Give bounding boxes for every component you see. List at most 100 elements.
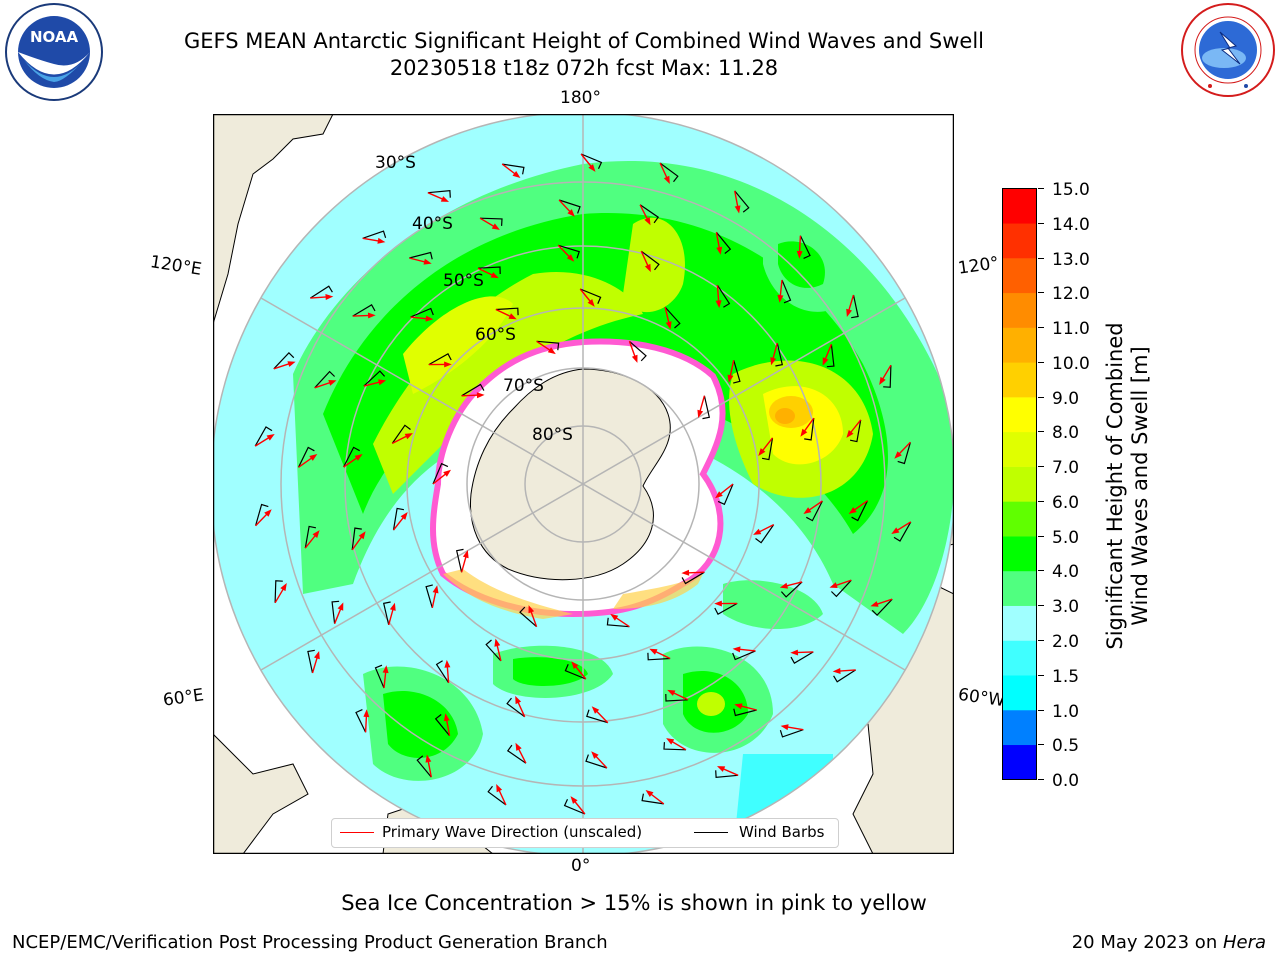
wave-arrow-head bbox=[389, 602, 396, 611]
colorbar-tick-mark bbox=[1038, 639, 1044, 641]
wave-arrow-shaft bbox=[311, 655, 319, 674]
colorbar-tick-label: 1.5 bbox=[1052, 666, 1080, 687]
wave-arrow-shaft bbox=[392, 515, 406, 531]
colorbar-segment bbox=[1002, 362, 1037, 398]
wave-arrow-shaft bbox=[536, 340, 552, 352]
wind-barb bbox=[307, 649, 315, 674]
colorbar-segment bbox=[1002, 292, 1037, 328]
wave-arrow-shaft bbox=[614, 616, 630, 628]
colorbar-label: Significant Height of Combined Wind Wave… bbox=[1103, 286, 1153, 686]
wind-barb bbox=[410, 307, 434, 318]
wind-barb bbox=[849, 419, 862, 443]
vector-layer bbox=[254, 153, 912, 815]
wave-arrow-shaft bbox=[427, 192, 445, 201]
map-legend: Primary Wave Direction (unscaled) Wind B… bbox=[331, 818, 839, 848]
wind-barb bbox=[254, 426, 273, 447]
wind-barb bbox=[506, 744, 527, 764]
wind-barb bbox=[790, 651, 814, 665]
wind-barb bbox=[761, 437, 774, 461]
wave-arrow-shaft bbox=[479, 217, 496, 229]
colorbar-segment bbox=[1002, 501, 1037, 537]
colorbar-tick-mark bbox=[1038, 709, 1044, 711]
noaa-text: NOAA bbox=[30, 28, 79, 46]
wave-arrow-shaft bbox=[594, 709, 609, 724]
wave-arrow-head bbox=[432, 585, 439, 594]
wave-arrow-shaft bbox=[686, 571, 705, 574]
wind-barb bbox=[833, 669, 857, 683]
wave-arrow-head bbox=[440, 196, 449, 202]
wave-arrow-shaft bbox=[715, 232, 721, 251]
colorbar-tick-label: 0.5 bbox=[1052, 736, 1080, 757]
colorbar bbox=[1002, 188, 1038, 780]
wind-barb bbox=[495, 307, 519, 316]
wave-arrow-shaft bbox=[310, 296, 329, 299]
wave-arrow-shaft bbox=[255, 512, 269, 527]
wind-barb bbox=[558, 199, 581, 214]
wind-barb bbox=[362, 230, 387, 239]
wave-arrow-shaft bbox=[659, 162, 669, 180]
wave-arrow-head bbox=[377, 237, 386, 244]
wind-barb bbox=[897, 442, 911, 465]
wave-arrow-shaft bbox=[779, 279, 783, 298]
wave-arrow-head bbox=[328, 380, 337, 386]
wind-barb bbox=[681, 571, 705, 585]
lat-label-70s: 70°S bbox=[503, 376, 544, 396]
footer-right: 20 May 2023 on Hera bbox=[1072, 932, 1266, 953]
lat-label-50s: 50°S bbox=[443, 271, 484, 291]
wave-arrow-head bbox=[423, 258, 432, 265]
wave-arrow-head bbox=[400, 512, 408, 520]
wave-arrow-head bbox=[829, 582, 838, 588]
wave-arrow-head bbox=[462, 550, 469, 559]
colorbar-segment bbox=[1002, 466, 1037, 502]
colorbar-segment bbox=[1002, 327, 1037, 363]
wave-arrow-shaft bbox=[881, 364, 892, 382]
wave-arrow-head bbox=[758, 448, 766, 456]
colorbar-tick-mark bbox=[1038, 500, 1044, 502]
wave-arrow-shaft bbox=[734, 190, 739, 209]
wave-arrow-shaft bbox=[427, 759, 432, 778]
noaa-logo: NOAA bbox=[4, 2, 104, 102]
wave-arrow-head bbox=[649, 648, 658, 655]
wave-arrow-shaft bbox=[391, 434, 409, 445]
wave-arrow-head bbox=[404, 433, 413, 440]
wind-barb bbox=[579, 288, 602, 304]
wave-arrow-shaft bbox=[628, 341, 637, 359]
wave-arrow-head bbox=[587, 299, 595, 307]
wind-barb bbox=[255, 503, 269, 526]
wave-arrow-head bbox=[681, 569, 690, 576]
wave-arrow-head bbox=[631, 354, 638, 363]
wave-arrow-shaft bbox=[495, 308, 513, 318]
antarctica bbox=[430, 338, 726, 619]
wave-arrow-head bbox=[382, 665, 389, 674]
colorbar-segment bbox=[1002, 258, 1037, 294]
colorbar-tick-mark bbox=[1038, 257, 1044, 259]
wind-barb bbox=[392, 507, 405, 531]
wind-barb bbox=[586, 709, 608, 724]
wave-arrow-shaft bbox=[649, 792, 665, 805]
wind-barb bbox=[409, 251, 433, 260]
colorbar-tick-mark bbox=[1038, 674, 1044, 676]
wind-barb bbox=[851, 294, 859, 319]
wave-arrow-shaft bbox=[798, 235, 802, 254]
wave-arrow-shaft bbox=[496, 643, 502, 662]
wave-arrow-shaft bbox=[760, 437, 774, 453]
wave-arrow-head bbox=[727, 374, 734, 383]
wave-arrow-shaft bbox=[460, 554, 468, 573]
wind-barb bbox=[606, 617, 630, 628]
colorbar-tick-label: 13.0 bbox=[1052, 249, 1090, 270]
wave-arrow-head bbox=[891, 527, 900, 534]
lat-label-60s: 60°S bbox=[475, 325, 516, 345]
wave-arrow-head bbox=[528, 605, 535, 614]
wave-arrow-head bbox=[570, 796, 578, 804]
graticule bbox=[213, 114, 954, 854]
wave-arrow-shaft bbox=[664, 306, 670, 325]
wave-arrow-head bbox=[714, 600, 722, 607]
wind-barb bbox=[664, 306, 681, 329]
wind-barb bbox=[309, 285, 333, 299]
wind-barb bbox=[428, 352, 452, 366]
lon-label-0: 0° bbox=[571, 856, 591, 876]
wave-arrow-shaft bbox=[785, 726, 804, 731]
wave-arrow-shaft bbox=[529, 609, 538, 627]
wave-arrow-head bbox=[716, 246, 723, 255]
wave-arrow-head bbox=[547, 347, 556, 355]
